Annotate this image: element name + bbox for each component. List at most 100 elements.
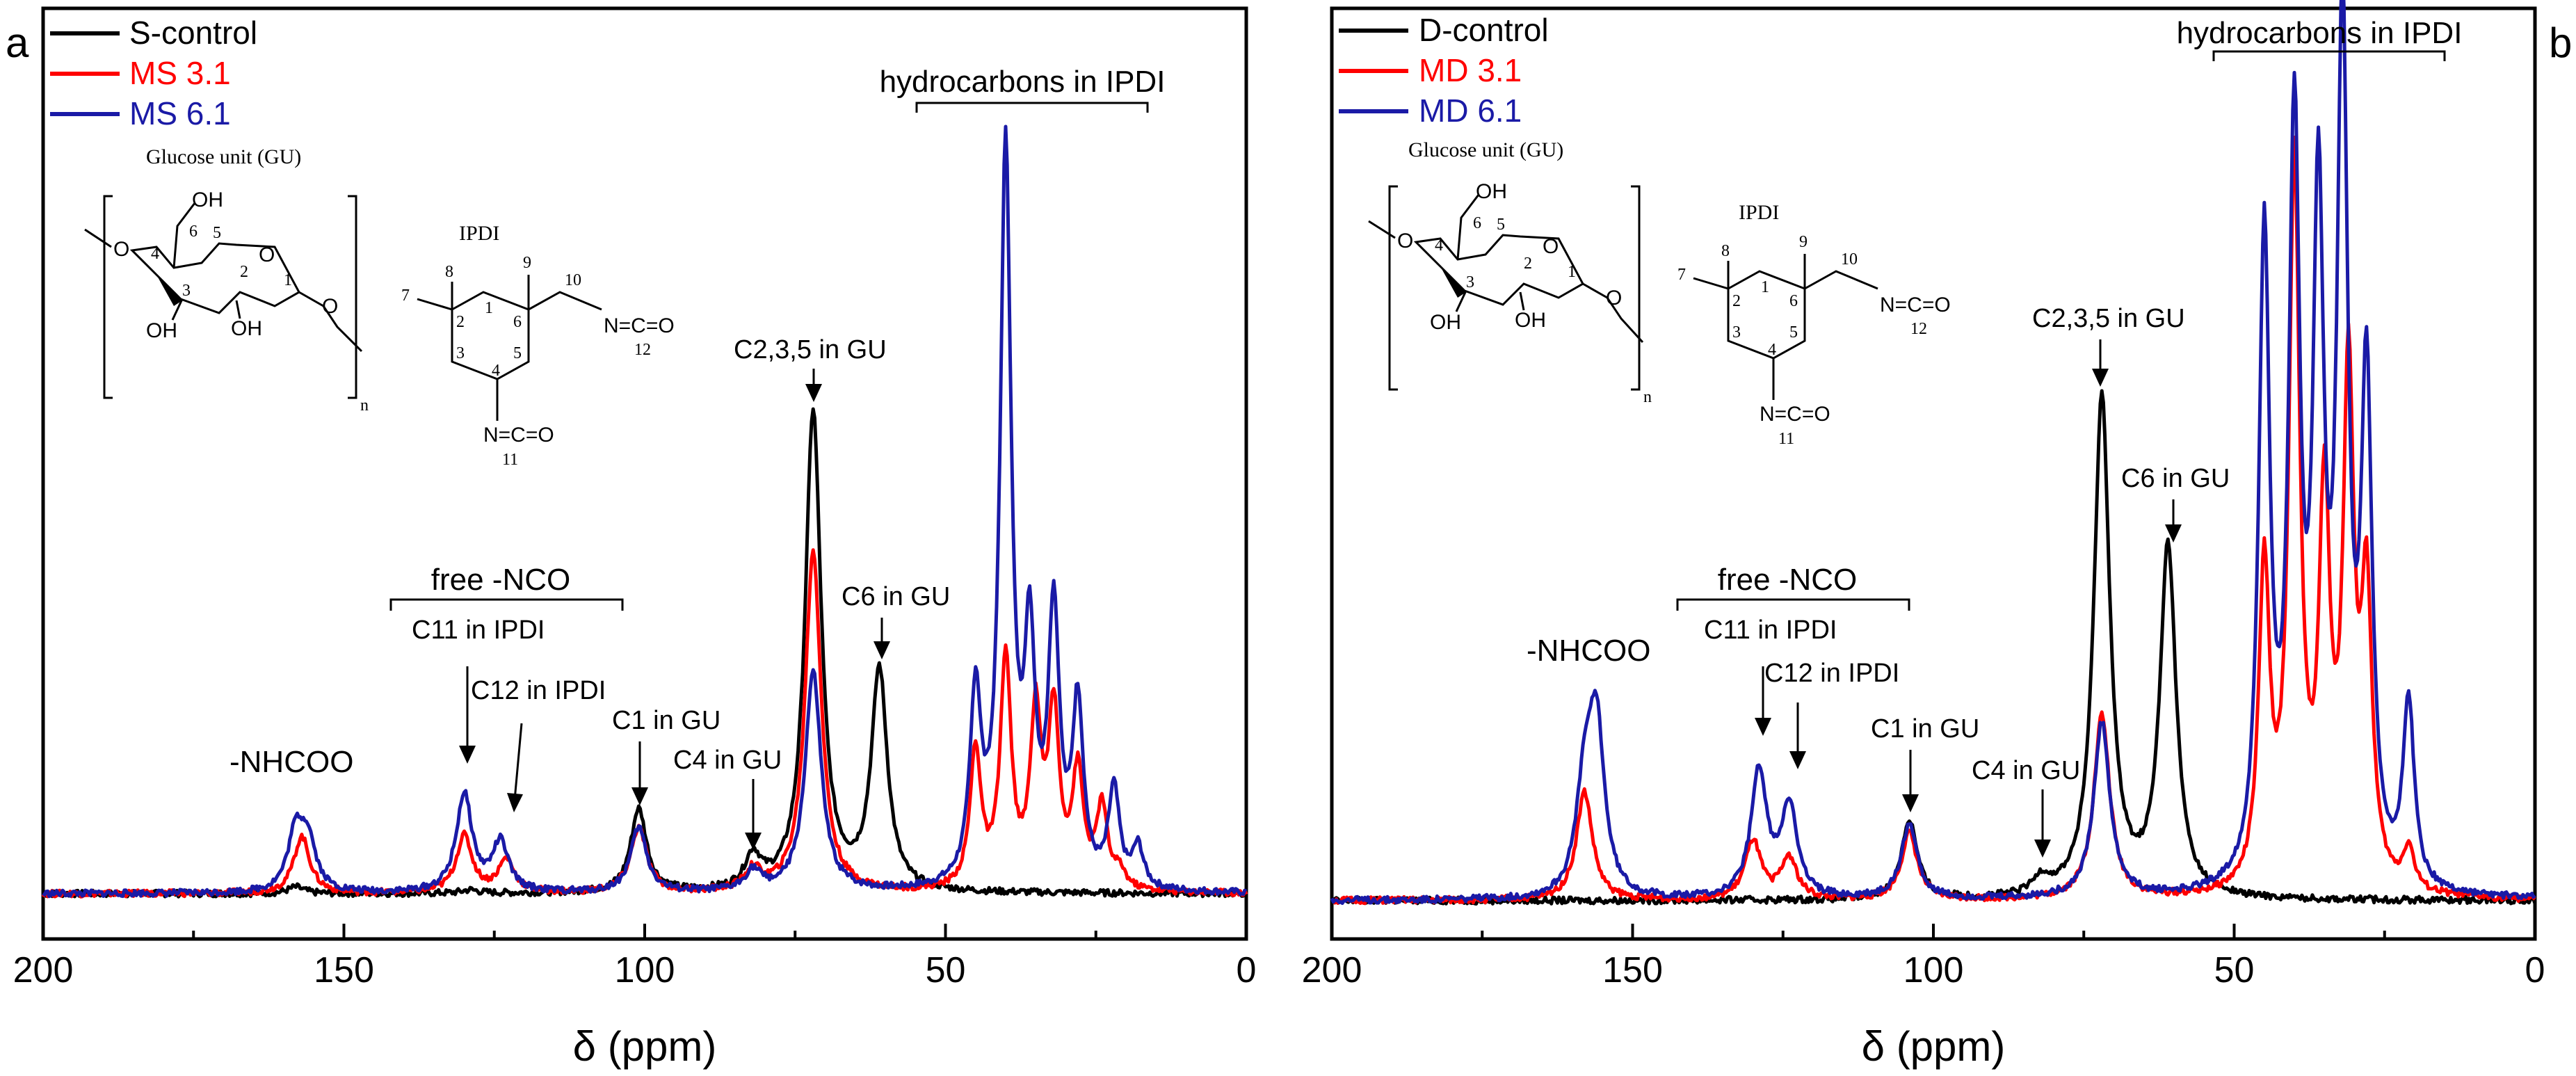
glucose-unit-structure-b: Glucose unit (GU) n O OH OH OH O O 1 2 3… — [1368, 138, 1652, 406]
glucose-oh-2-a: OH — [231, 317, 262, 340]
anno-c12-a: C12 in IPDI — [471, 676, 606, 705]
gu-num-2-a: 2 — [240, 263, 248, 281]
anno-c12-b: C12 in IPDI — [1764, 659, 1899, 688]
x-tick-label-200-a: 200 — [13, 950, 74, 990]
ipdi-num-5-b: 5 — [1789, 323, 1798, 342]
anno-c1-a: C1 in GU — [612, 706, 721, 735]
anno-c11-b: C11 in IPDI — [1704, 616, 1837, 645]
ipdi-num-9-a: 9 — [523, 254, 531, 272]
x-axis-label-a: δ (ppm) — [573, 1023, 717, 1070]
legend-label-d-control: D-control — [1419, 12, 1549, 48]
series-group-b — [1330, 0, 2537, 906]
x-tick-label-0-a: 0 — [1237, 950, 1257, 990]
anno-c6-b: C6 in GU — [2121, 464, 2230, 493]
ipdi-num-2-a: 2 — [456, 313, 465, 331]
ipdi-nco-11-b: N=C=O — [1760, 403, 1830, 426]
ipdi-nco-12-b: N=C=O — [1880, 294, 1951, 316]
ipdi-num-10-a: 10 — [565, 271, 581, 289]
gu-num-1-b: 1 — [1568, 263, 1576, 281]
glucose-oh-3-b: OH — [1430, 311, 1461, 334]
ipdi-num-11-a: 11 — [502, 451, 518, 469]
ipdi-num-7-b: 7 — [1677, 266, 1686, 284]
panel-label-b: b — [2549, 19, 2572, 66]
chart-panel-b: 200 150 100 50 0 δ (ppm) D-control MD 3.1 MD… — [1302, 0, 2545, 1070]
legend-b: D-control MD 3.1 MD 6.1 — [1339, 12, 1549, 129]
gu-num-6-b: 6 — [1473, 214, 1481, 232]
anno-c4-a: C4 in GU — [673, 746, 782, 775]
anno-c4-b: C4 in GU — [1972, 756, 2080, 785]
anno-hydrocarbons-b: hydrocarbons in IPDI — [2177, 16, 2463, 50]
gu-num-2-b: 2 — [1524, 255, 1532, 273]
ipdi-num-8-b: 8 — [1721, 242, 1730, 260]
x-tick-label-100-a: 100 — [615, 950, 675, 990]
ipdi-num-5-a: 5 — [513, 344, 522, 362]
gu-num-6-a: 6 — [189, 223, 198, 241]
anno-c235-a: C2,3,5 in GU — [734, 335, 887, 364]
legend-label-ms-6-1: MS 6.1 — [129, 95, 231, 131]
ipdi-num-10-b: 10 — [1841, 250, 1858, 268]
chart-panel-a: 200 150 100 50 0 δ (ppm) S-control MS 3.1 MS… — [13, 6, 1257, 1070]
series-group-a — [41, 125, 1248, 899]
legend-label-ms-3-1: MS 3.1 — [129, 55, 231, 91]
legend-a: S-control MS 3.1 MS 6.1 — [50, 15, 257, 131]
ipdi-structure-b: IPDI N=C=O N=C=O 11 12 7 8 9 10 1 2 3 4 … — [1677, 201, 1951, 448]
series-line-md-6-1 — [1330, 0, 2536, 906]
ipdi-nco-11-a: N=C=O — [483, 424, 554, 447]
series-line-ms-6-1 — [42, 125, 1248, 899]
glucose-o-right-b: O — [1606, 287, 1622, 310]
x-tick-label-100-b: 100 — [1903, 950, 1964, 990]
panel-label-a: a — [6, 19, 29, 66]
x-axis-label-b: δ (ppm) — [1862, 1023, 2006, 1070]
ipdi-num-6-b: 6 — [1789, 292, 1798, 310]
series-line-md-3-1 — [1331, 136, 2536, 906]
gu-num-5-b: 5 — [1497, 216, 1505, 234]
glucose-subscript-n-b: n — [1643, 388, 1652, 406]
ipdi-num-4-a: 4 — [492, 362, 500, 380]
x-tick-label-50-b: 50 — [2214, 950, 2255, 990]
glucose-oh-6-b: OH — [1476, 180, 1507, 203]
gu-num-3-a: 3 — [182, 282, 191, 300]
ipdi-num-11-b: 11 — [1778, 430, 1794, 448]
glucose-o-right-a: O — [322, 295, 338, 318]
glucose-subscript-n-a: n — [360, 396, 369, 415]
glucose-ring-o-b: O — [1543, 235, 1559, 258]
glucose-oh-3-a: OH — [146, 319, 177, 342]
x-tick-label-0-b: 0 — [2525, 950, 2545, 990]
ipdi-nco-12-a: N=C=O — [604, 314, 675, 337]
x-tick-label-200-b: 200 — [1302, 950, 1362, 990]
glucose-title-a: Glucose unit (GU) — [146, 145, 301, 168]
anno-free-nco-b: free -NCO — [1718, 563, 1857, 597]
ipdi-num-9-b: 9 — [1799, 233, 1808, 251]
gu-num-3-b: 3 — [1466, 273, 1474, 291]
ipdi-num-3-b: 3 — [1732, 323, 1741, 342]
ipdi-num-12-a: 12 — [634, 341, 651, 359]
x-tick-label-150-a: 150 — [314, 950, 374, 990]
x-axis-ticks-a: 200 150 100 50 0 — [13, 924, 1257, 990]
glucose-o-left-b: O — [1397, 230, 1413, 252]
x-tick-label-150-b: 150 — [1602, 950, 1663, 990]
ipdi-num-2-b: 2 — [1732, 292, 1741, 310]
anno-c11-a: C11 in IPDI — [412, 616, 545, 645]
glucose-oh-6-a: OH — [192, 188, 223, 211]
glucose-title-b: Glucose unit (GU) — [1408, 138, 1563, 161]
x-tick-label-50-a: 50 — [926, 950, 966, 990]
annotations-b: hydrocarbons in IPDI free -NCO C11 in IP… — [1527, 16, 2462, 858]
ipdi-title-b: IPDI — [1739, 201, 1779, 224]
glucose-o-left-a: O — [113, 238, 129, 261]
anno-c6-a: C6 in GU — [842, 582, 950, 611]
anno-nhcoo-b: -NHCOO — [1527, 634, 1650, 668]
ipdi-num-1-b: 1 — [1761, 278, 1769, 296]
ipdi-title-a: IPDI — [459, 222, 499, 245]
anno-c235-b: C2,3,5 in GU — [2032, 304, 2185, 333]
glucose-ring-o-a: O — [259, 243, 275, 266]
ipdi-structure-a: IPDI N=C=O N=C=O 11 12 7 8 9 10 1 2 3 4 … — [401, 222, 675, 469]
annotations-a: hydrocarbons in IPDI free -NCO C11 in IP… — [230, 65, 1165, 850]
ipdi-num-8-a: 8 — [445, 263, 453, 281]
ipdi-num-1-a: 1 — [485, 299, 493, 317]
ipdi-num-7-a: 7 — [401, 287, 410, 305]
legend-label-md-3-1: MD 3.1 — [1419, 52, 1522, 88]
gu-num-5-a: 5 — [213, 224, 221, 242]
anno-free-nco-a: free -NCO — [431, 563, 570, 597]
glucose-oh-2-b: OH — [1515, 309, 1546, 332]
anno-nhcoo-a: -NHCOO — [230, 745, 353, 779]
